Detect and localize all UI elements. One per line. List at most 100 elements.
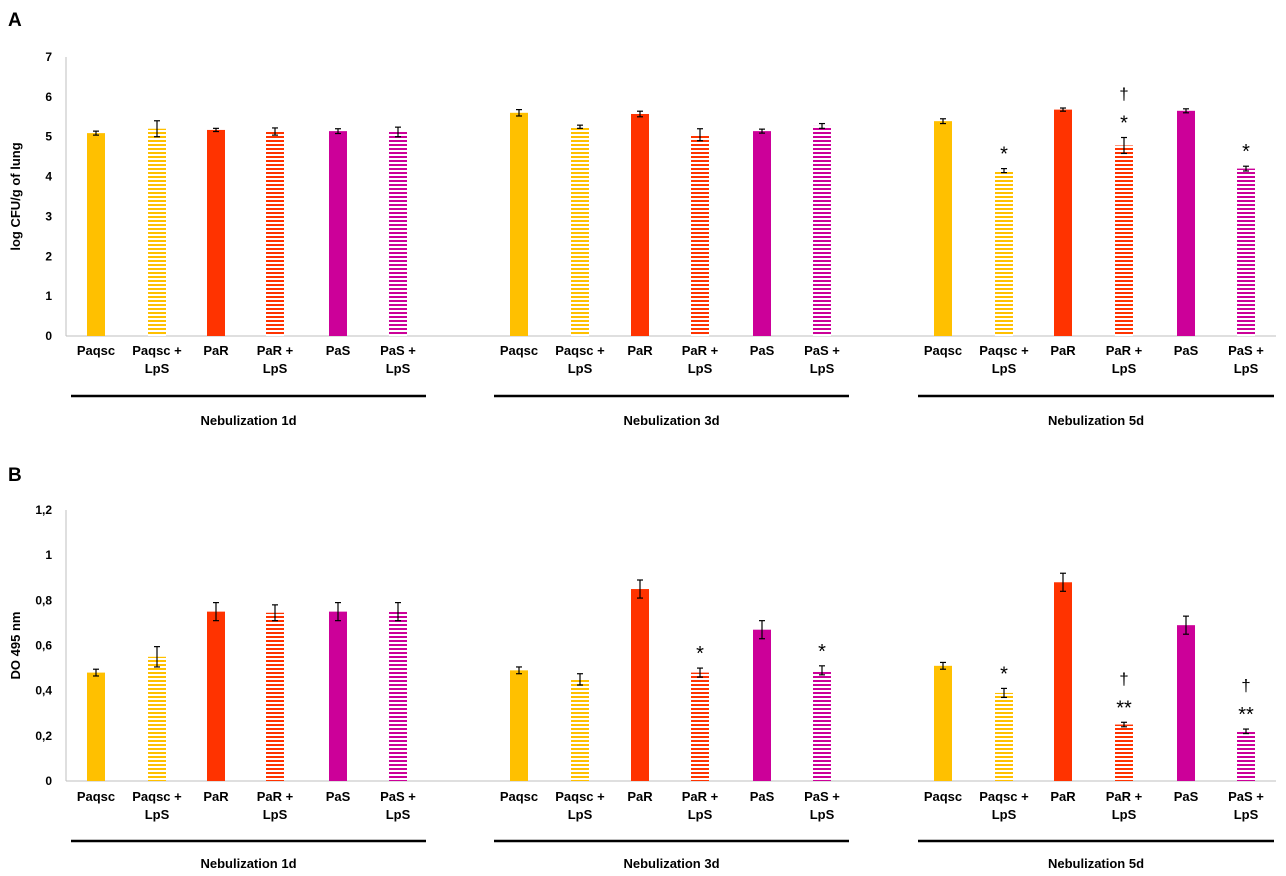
x-tick-label: Paqsc: [500, 789, 538, 804]
group-label: Nebulization 5d: [1048, 856, 1144, 871]
bar-paqsc: [510, 670, 528, 781]
x-tick-label: PaS + LpS: [804, 343, 840, 376]
y-tick-label: 1: [45, 548, 52, 562]
x-tick-label: PaR + LpS: [257, 789, 294, 822]
y-axis-label: log CFU/g of lung: [8, 142, 23, 250]
panel-label: B: [8, 465, 22, 486]
group-label: Nebulization 3d: [623, 856, 719, 871]
significance-marker: *: [818, 641, 826, 663]
x-tick-label: PaS: [750, 789, 775, 804]
significance-marker: **: [1238, 704, 1254, 726]
bar-pas-lps: [1237, 731, 1255, 781]
x-tick-label: PaR + LpS: [1106, 343, 1143, 376]
x-tick-label: PaS + LpS: [1228, 789, 1264, 822]
bar-pas: [1177, 625, 1195, 781]
significance-marker: *: [1242, 141, 1250, 163]
bar-pas: [329, 611, 347, 781]
x-tick-label: Paqsc + LpS: [132, 343, 182, 376]
y-tick-label: 0,4: [35, 684, 52, 698]
dagger-marker: †: [1119, 669, 1128, 688]
bar-pas-lps: [813, 125, 831, 337]
x-tick-label: PaR + LpS: [1106, 789, 1143, 822]
group-label: Nebulization 1d: [200, 413, 296, 428]
bar-pas: [1177, 110, 1195, 336]
x-tick-label: PaR: [203, 789, 229, 804]
bar-pas: [753, 629, 771, 781]
x-tick-label: PaS: [326, 343, 351, 358]
bar-par-lps: [691, 134, 709, 336]
x-tick-label: PaS + LpS: [1228, 343, 1264, 376]
bar-pas-lps: [389, 131, 407, 336]
y-tick-label: 2: [45, 249, 52, 263]
y-tick-label: 1: [45, 289, 52, 303]
bar-paqsc-lps: [148, 128, 166, 336]
bar-paqsc: [934, 121, 952, 336]
x-tick-label: PaR + LpS: [682, 789, 719, 822]
x-tick-label: Paqsc: [924, 789, 962, 804]
bar-paqsc-lps: [995, 692, 1013, 781]
x-tick-label: Paqsc + LpS: [132, 789, 182, 822]
bar-par-lps: [1115, 145, 1133, 336]
group-label: Nebulization 3d: [623, 413, 719, 428]
x-tick-label: Paqsc: [500, 343, 538, 358]
bar-par-lps: [266, 131, 284, 336]
dagger-marker: †: [1119, 85, 1128, 104]
y-tick-label: 4: [45, 170, 52, 184]
x-tick-label: PaR: [1050, 343, 1076, 358]
x-tick-label: PaR + LpS: [682, 343, 719, 376]
x-tick-label: Paqsc + LpS: [555, 343, 605, 376]
bar-paqsc: [87, 133, 105, 336]
significance-marker: *: [1000, 663, 1008, 685]
x-tick-label: Paqsc: [77, 343, 115, 358]
y-tick-label: 6: [45, 90, 52, 104]
bar-par: [631, 113, 649, 336]
x-tick-label: PaR: [203, 343, 229, 358]
bar-par: [631, 589, 649, 781]
bar-pas-lps: [813, 670, 831, 781]
bar-pas: [753, 131, 771, 336]
bar-pas-lps: [1237, 168, 1255, 336]
dagger-marker: †: [1241, 676, 1250, 695]
bar-par: [207, 611, 225, 781]
x-tick-label: PaR: [627, 789, 653, 804]
bar-par-lps: [1115, 724, 1133, 781]
x-tick-label: PaS + LpS: [380, 343, 416, 376]
y-tick-label: 1,2: [35, 503, 52, 517]
y-tick-label: 0: [45, 774, 52, 788]
x-tick-label: PaS + LpS: [380, 789, 416, 822]
x-tick-label: Paqsc + LpS: [555, 789, 605, 822]
y-tick-label: 0,8: [35, 593, 52, 607]
bar-paqsc: [510, 112, 528, 336]
y-tick-label: 7: [45, 50, 52, 64]
bar-paqsc-lps: [571, 126, 589, 336]
bar-par-lps: [266, 612, 284, 781]
bar-paqsc-lps: [995, 170, 1013, 336]
bar-par: [207, 129, 225, 336]
bar-paqsc-lps: [571, 679, 589, 781]
x-tick-label: Paqsc: [77, 789, 115, 804]
significance-marker: *: [1000, 144, 1008, 166]
bar-paqsc-lps: [148, 656, 166, 781]
x-tick-label: Paqsc: [924, 343, 962, 358]
bar-pas-lps: [389, 611, 407, 781]
bar-pas: [329, 131, 347, 336]
y-tick-label: 0,6: [35, 639, 52, 653]
x-tick-label: PaS: [326, 789, 351, 804]
group-label: Nebulization 1d: [200, 856, 296, 871]
x-tick-label: PaS + LpS: [804, 789, 840, 822]
x-tick-label: PaS: [1174, 789, 1199, 804]
x-tick-label: Paqsc + LpS: [979, 343, 1029, 376]
y-tick-label: 0,2: [35, 729, 52, 743]
bar-par: [1054, 582, 1072, 781]
bar-paqsc: [934, 665, 952, 781]
y-tick-label: 5: [45, 130, 52, 144]
significance-marker: *: [1120, 113, 1128, 135]
y-tick-label: 0: [45, 329, 52, 343]
x-tick-label: PaR: [627, 343, 653, 358]
y-tick-label: 3: [45, 209, 52, 223]
x-tick-label: Paqsc + LpS: [979, 789, 1029, 822]
bar-par-lps: [691, 672, 709, 781]
x-tick-label: PaR: [1050, 789, 1076, 804]
